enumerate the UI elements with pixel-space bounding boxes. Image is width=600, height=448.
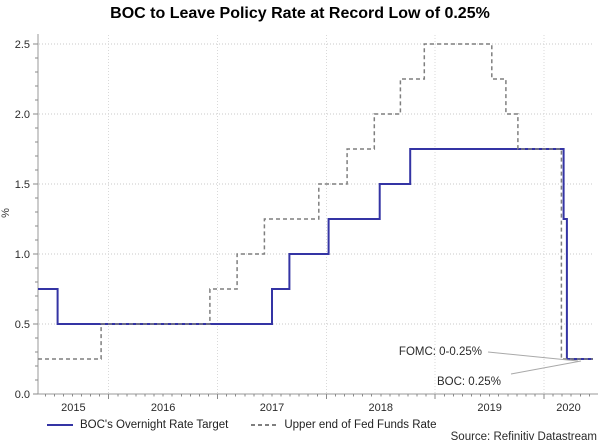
- legend-item-boc: BOC's Overnight Rate Target: [47, 419, 228, 431]
- svg-text:2.0: 2.0: [15, 109, 30, 121]
- chart-title: BOC to Leave Policy Rate at Record Low o…: [110, 5, 490, 22]
- svg-text:1.5: 1.5: [15, 179, 30, 191]
- svg-text:2018: 2018: [369, 402, 393, 414]
- svg-text:2019: 2019: [477, 402, 501, 414]
- legend-label-fed: Upper end of Fed Funds Rate: [284, 419, 437, 431]
- svg-text:2015: 2015: [61, 402, 85, 414]
- dashed-line-key-icon: [251, 424, 278, 426]
- svg-text:0.5: 0.5: [15, 319, 30, 331]
- source-note: Source: Refinitiv Datastream: [450, 431, 597, 443]
- annotation-fomc: FOMC: 0-0.25%: [398, 346, 482, 358]
- legend-label-boc: BOC's Overnight Rate Target: [80, 419, 229, 431]
- svg-text:0.0: 0.0: [15, 389, 30, 401]
- legend-item-fed: Upper end of Fed Funds Rate: [251, 419, 437, 431]
- solid-line-key-icon: [47, 424, 73, 426]
- chart-legend: BOC's Overnight Rate Target Upper end of…: [47, 419, 437, 431]
- svg-text:2020: 2020: [556, 402, 580, 414]
- svg-text:2017: 2017: [260, 402, 284, 414]
- svg-text:1.0: 1.0: [15, 249, 30, 261]
- annotation-boc: BOC: 0.25%: [437, 376, 501, 388]
- svg-text:2.5: 2.5: [15, 39, 30, 51]
- svg-text:2016: 2016: [151, 402, 175, 414]
